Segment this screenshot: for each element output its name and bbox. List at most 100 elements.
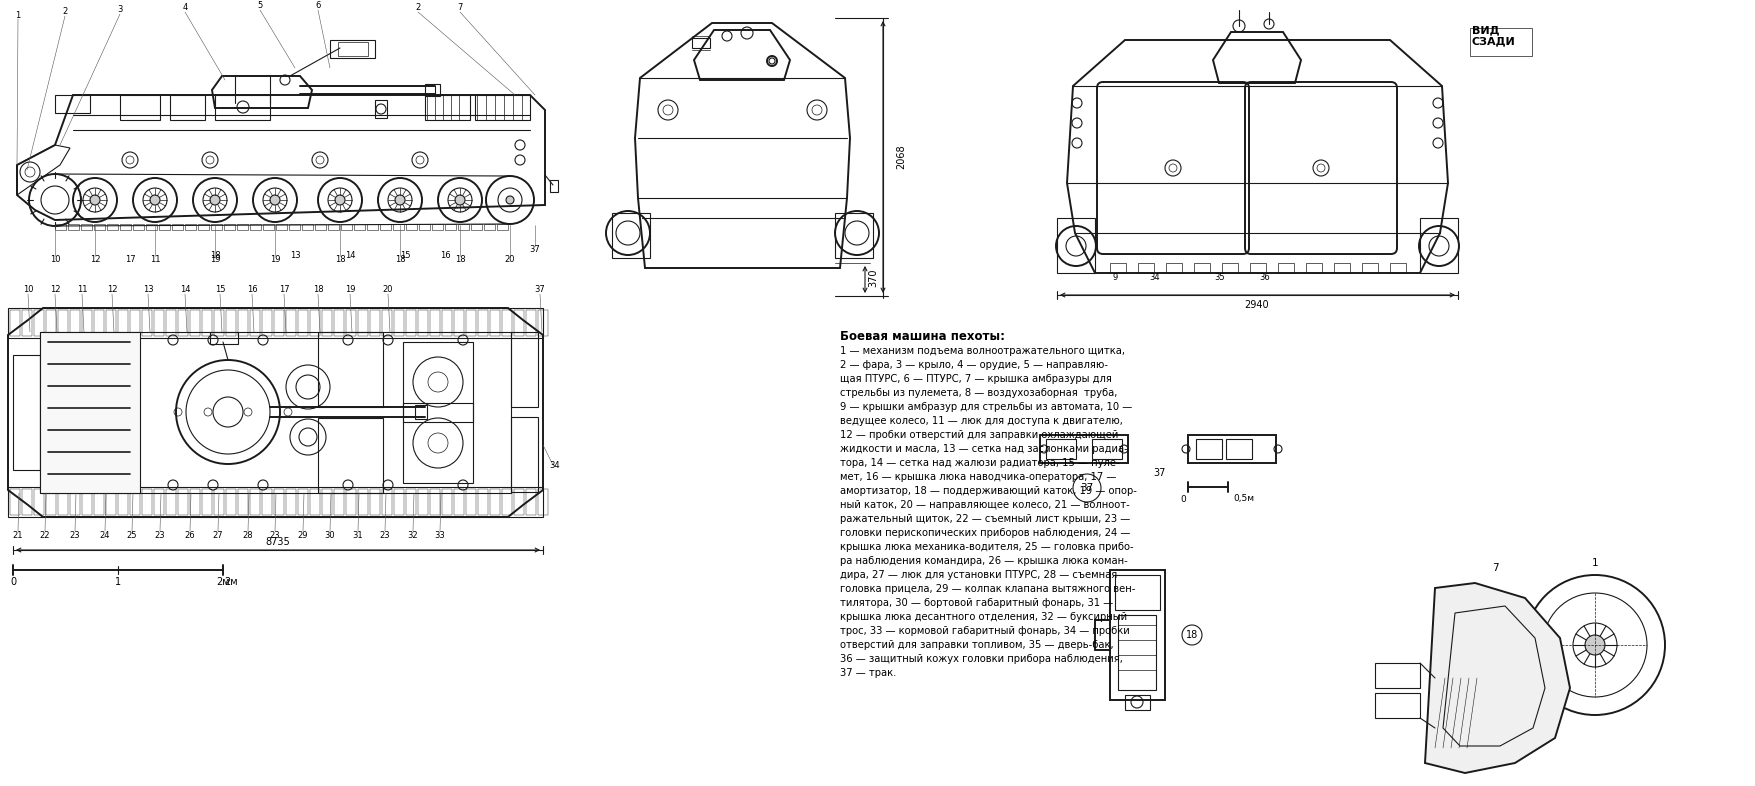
Text: 16: 16 xyxy=(247,285,258,295)
Bar xyxy=(261,310,272,336)
Bar xyxy=(130,489,140,515)
Bar xyxy=(68,224,79,230)
Bar xyxy=(405,489,416,515)
Text: 29: 29 xyxy=(298,531,309,539)
Bar xyxy=(430,489,441,515)
Bar xyxy=(835,213,872,258)
Bar xyxy=(118,310,128,336)
Bar xyxy=(202,489,212,515)
Text: 20: 20 xyxy=(383,285,393,295)
Bar xyxy=(226,310,235,336)
Bar xyxy=(383,310,391,336)
Text: 17: 17 xyxy=(125,255,135,265)
Bar xyxy=(167,489,176,515)
Bar xyxy=(172,224,183,230)
Text: 31: 31 xyxy=(353,531,363,539)
Text: 34: 34 xyxy=(1150,274,1160,282)
Text: 33: 33 xyxy=(435,531,446,539)
Bar xyxy=(1125,695,1150,710)
Text: 18: 18 xyxy=(335,255,346,265)
Text: 7: 7 xyxy=(458,3,463,13)
Bar xyxy=(404,342,474,422)
Bar xyxy=(298,489,307,515)
Text: 18: 18 xyxy=(209,251,221,259)
Bar xyxy=(286,310,297,336)
Bar xyxy=(58,310,68,336)
Text: 9: 9 xyxy=(1113,274,1118,282)
Bar xyxy=(23,489,32,515)
Bar xyxy=(484,224,495,230)
Text: 18: 18 xyxy=(1186,630,1199,640)
Bar xyxy=(477,489,488,515)
Text: 1: 1 xyxy=(114,577,121,587)
Bar xyxy=(146,224,156,230)
Text: 24: 24 xyxy=(100,531,111,539)
Bar xyxy=(511,332,539,407)
Bar xyxy=(70,489,81,515)
Bar xyxy=(497,224,507,230)
Text: 23: 23 xyxy=(70,531,81,539)
Bar xyxy=(442,489,453,515)
Bar xyxy=(302,224,312,230)
Bar xyxy=(455,489,463,515)
Text: 37: 37 xyxy=(530,245,541,255)
Bar xyxy=(1374,693,1420,718)
Bar xyxy=(1250,263,1265,273)
Circle shape xyxy=(455,195,465,205)
Bar xyxy=(418,489,428,515)
Bar xyxy=(70,310,81,336)
Text: 28: 28 xyxy=(242,531,253,539)
Bar xyxy=(1227,439,1251,459)
Bar xyxy=(339,42,369,56)
Text: 15: 15 xyxy=(400,251,411,259)
Bar xyxy=(502,489,512,515)
Text: 2м: 2м xyxy=(225,577,237,587)
Bar xyxy=(355,224,365,230)
Bar xyxy=(358,310,369,336)
Bar xyxy=(46,489,56,515)
Bar xyxy=(419,224,430,230)
Bar xyxy=(214,310,225,336)
Text: 13: 13 xyxy=(290,251,300,259)
Bar xyxy=(9,308,542,338)
Text: 7: 7 xyxy=(1492,563,1499,573)
Bar xyxy=(119,224,132,230)
Text: 11: 11 xyxy=(149,255,160,265)
Bar xyxy=(239,489,247,515)
Bar xyxy=(1221,263,1237,273)
Circle shape xyxy=(149,195,160,205)
Text: 1: 1 xyxy=(1592,558,1599,568)
Bar xyxy=(167,310,176,336)
Bar xyxy=(502,310,512,336)
Text: 2940: 2940 xyxy=(1244,300,1269,310)
Text: 37: 37 xyxy=(1153,468,1165,478)
Text: 19: 19 xyxy=(270,255,281,265)
Bar xyxy=(442,310,453,336)
Bar xyxy=(286,489,297,515)
Bar xyxy=(154,489,163,515)
Bar xyxy=(477,310,488,336)
Text: 20: 20 xyxy=(505,255,516,265)
Bar xyxy=(318,418,383,493)
Bar xyxy=(430,310,441,336)
Bar xyxy=(1114,575,1160,610)
Bar xyxy=(105,310,116,336)
Bar xyxy=(346,489,356,515)
Text: 16: 16 xyxy=(441,251,451,259)
Bar xyxy=(249,310,260,336)
Circle shape xyxy=(211,195,219,205)
Bar xyxy=(470,224,483,230)
Bar xyxy=(239,310,247,336)
Text: 36: 36 xyxy=(1260,274,1271,282)
Text: 23: 23 xyxy=(154,531,165,539)
Bar xyxy=(11,489,19,515)
Bar xyxy=(539,310,548,336)
Text: 14: 14 xyxy=(344,251,355,259)
Bar xyxy=(511,417,539,492)
Bar xyxy=(425,84,441,96)
Bar xyxy=(95,224,105,230)
Bar xyxy=(160,224,170,230)
Bar xyxy=(340,224,353,230)
Bar xyxy=(23,310,32,336)
Polygon shape xyxy=(1425,583,1571,773)
